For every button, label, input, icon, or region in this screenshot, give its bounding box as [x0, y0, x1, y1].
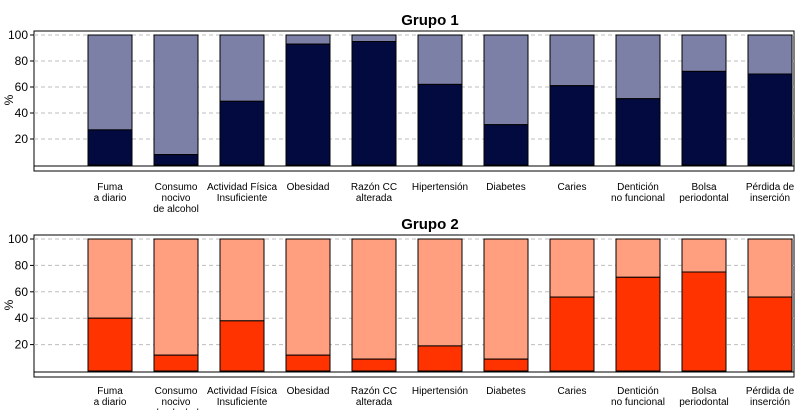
- y-tick-label: 40: [15, 106, 29, 120]
- bar-remainder: [615, 238, 661, 278]
- bar-value: [549, 296, 595, 372]
- bar-remainder: [153, 238, 199, 356]
- category-label: Razón CC alterada: [351, 386, 397, 408]
- bar-remainder: [417, 34, 463, 85]
- category-label: Bolsa periodontal: [679, 182, 728, 204]
- bar-value: [615, 98, 661, 166]
- category-label: Hipertensión: [412, 182, 468, 193]
- bar-value: [285, 354, 331, 372]
- bar-value: [153, 154, 199, 166]
- category-label: Actividad Física Insuficiente: [207, 386, 277, 408]
- bar-value: [747, 73, 793, 166]
- bar-value: [549, 85, 595, 166]
- bar-remainder: [87, 238, 133, 319]
- plot-frame: [33, 234, 795, 378]
- bar-value: [87, 129, 133, 166]
- y-tick-label: 40: [15, 311, 29, 325]
- bar-value: [285, 43, 331, 166]
- bar-remainder: [351, 238, 397, 360]
- y-tick-label: 60: [15, 285, 29, 299]
- category-label: Actividad Física Insuficiente: [207, 182, 277, 204]
- y-tick-label: 100: [8, 28, 28, 42]
- bar-value: [351, 41, 397, 166]
- bar-remainder: [219, 238, 265, 322]
- category-label: Obesidad: [287, 386, 330, 397]
- y-tick-label: 20: [15, 338, 29, 352]
- bar-value: [87, 317, 133, 372]
- bar-remainder: [417, 238, 463, 347]
- category-label: Fuma a diario: [94, 386, 127, 408]
- y-tick-label: 80: [15, 258, 29, 272]
- y-tick-label: 20: [15, 132, 29, 146]
- category-label: Dentición no funcional: [611, 386, 665, 408]
- bar-value: [681, 70, 727, 166]
- y-axis-label: %: [2, 94, 16, 105]
- bar-remainder: [747, 34, 793, 75]
- category-label: Diabetes: [486, 386, 525, 397]
- chart-panel-2: Grupo 2% 20 40 60 80 100 Fuma a diario Consumo no…: [2, 216, 795, 415]
- y-axis-label: %: [2, 299, 16, 310]
- bar-remainder: [153, 34, 199, 156]
- bar-remainder: [681, 238, 727, 273]
- category-label: Fuma a diario: [94, 182, 127, 204]
- bar-remainder: [549, 34, 595, 87]
- category-label: Diabetes: [486, 182, 525, 193]
- chart-title: Grupo 2: [401, 216, 459, 233]
- bar-value: [615, 276, 661, 372]
- bar-remainder: [285, 238, 331, 356]
- category-label: Razón CC alterada: [351, 182, 397, 204]
- bar-remainder: [219, 34, 265, 102]
- bar-value: [681, 271, 727, 372]
- category-label: Pérdida de inserción: [746, 182, 795, 204]
- bar-remainder: [87, 34, 133, 131]
- bar-value: [417, 83, 463, 166]
- category-label: Pérdida de inserción: [746, 386, 795, 408]
- category-label: Dentición no funcional: [611, 182, 665, 204]
- y-tick-label: 60: [15, 80, 29, 94]
- y-tick-label: 80: [15, 54, 29, 68]
- category-label: Hipertensión: [412, 386, 468, 397]
- bar-remainder: [549, 238, 595, 298]
- bar-value: [483, 358, 529, 372]
- bar-value: [153, 354, 199, 372]
- bar-remainder: [483, 238, 529, 360]
- bar-value: [747, 296, 793, 372]
- bar-value: [219, 320, 265, 372]
- chart-title: Grupo 1: [401, 12, 459, 29]
- plot-frame: [33, 30, 795, 172]
- bar-remainder: [483, 34, 529, 126]
- y-tick-label: 100: [8, 232, 28, 246]
- bar-remainder: [747, 238, 793, 298]
- chart-panel-1: Grupo 1% 20 40 60 80 100 Fuma a diario Consumo no…: [2, 12, 795, 215]
- category-label: Bolsa periodontal: [679, 386, 728, 408]
- category-label: Obesidad: [287, 182, 330, 193]
- bar-value: [351, 358, 397, 372]
- bar-remainder: [681, 34, 727, 72]
- category-label: Caries: [558, 182, 587, 193]
- bar-remainder: [285, 34, 331, 45]
- bar-remainder: [351, 34, 397, 42]
- category-label: Caries: [558, 386, 587, 397]
- bar-value: [417, 345, 463, 372]
- bar-value: [219, 100, 265, 166]
- bar-remainder: [615, 34, 661, 100]
- bar-value: [483, 124, 529, 166]
